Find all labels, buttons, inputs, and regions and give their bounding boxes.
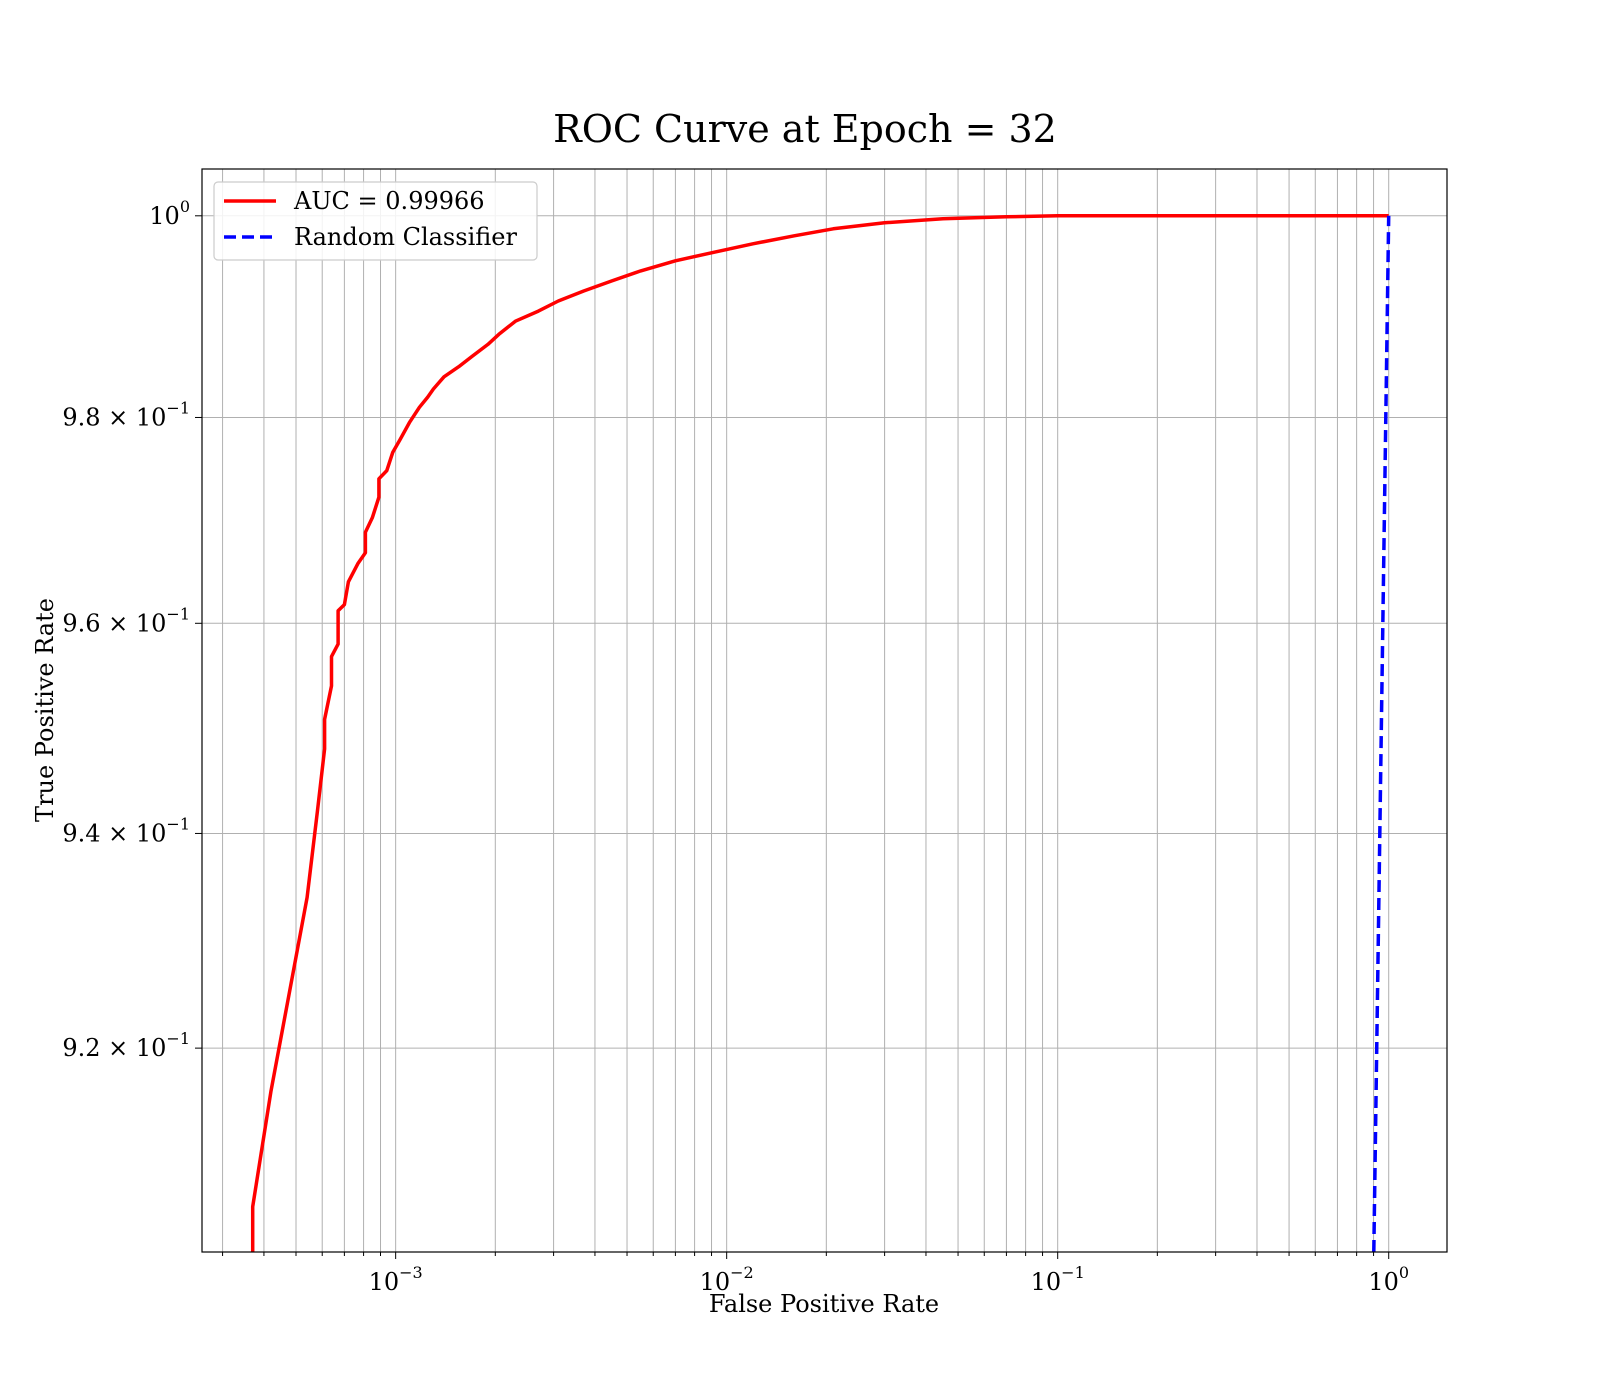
y-tick-label: 100	[149, 197, 190, 230]
plot-area-frame	[201, 168, 1448, 1253]
x-tick-label: 10−3	[369, 1263, 423, 1296]
legend: AUC = 0.99966 Random Classifier	[213, 181, 538, 261]
axis-ticks: 100 9.8 × 10−1 9.6 × 10−1 9.4 × 10−1 9.2 × 1…	[62, 197, 1409, 1296]
random-classifier-line	[1372, 215, 1391, 1252]
grid-lines	[202, 169, 1447, 1252]
y-axis-label: True Positive Rate	[31, 598, 59, 822]
x-axis-label: False Positive Rate	[709, 1290, 939, 1318]
series-layer	[250, 214, 1391, 1252]
x-tick-label: 10−2	[700, 1263, 754, 1296]
y-tick-label: 9.8 × 10−1	[62, 398, 190, 431]
x-tick-label: 100	[1368, 1263, 1409, 1296]
roc-curve-line	[250, 214, 1389, 1252]
legend-entry-auc: AUC = 0.99966	[293, 187, 485, 215]
legend-box	[213, 181, 538, 261]
x-tick-label: 10−1	[1031, 1263, 1085, 1296]
y-tick-label: 9.6 × 10−1	[62, 604, 190, 637]
chart-title: ROC Curve at Epoch = 32	[553, 107, 1057, 151]
y-tick-label: 9.4 × 10−1	[62, 814, 190, 847]
legend-entry-random: Random Classifier	[294, 223, 517, 251]
y-tick-label: 9.2 × 10−1	[62, 1029, 190, 1062]
